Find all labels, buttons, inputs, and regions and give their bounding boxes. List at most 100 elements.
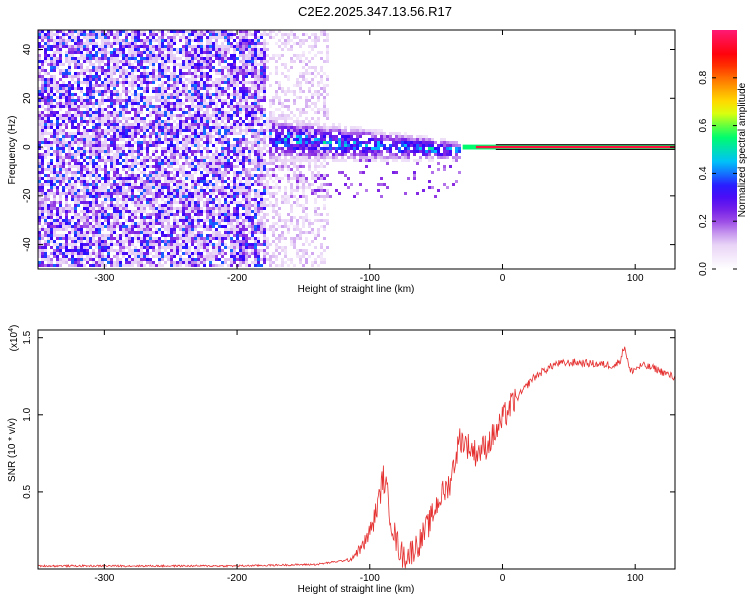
heatmap-cell bbox=[92, 126, 95, 129]
heatmap-cell bbox=[245, 54, 248, 57]
heatmap-cell bbox=[131, 192, 134, 195]
heatmap-cell bbox=[200, 150, 203, 153]
heatmap-cell bbox=[98, 231, 101, 234]
heatmap-cell bbox=[149, 246, 152, 249]
heatmap-cell bbox=[56, 90, 59, 93]
heatmap-cell bbox=[38, 165, 41, 168]
heatmap-cell bbox=[50, 99, 53, 102]
heatmap-cell bbox=[197, 33, 200, 36]
heatmap-cell bbox=[194, 189, 197, 192]
heatmap-cell bbox=[158, 63, 161, 66]
heatmap-cell bbox=[272, 174, 275, 177]
heatmap-cell bbox=[206, 258, 209, 261]
heatmap-cell bbox=[224, 162, 227, 165]
heatmap-cell bbox=[188, 192, 191, 195]
heatmap-cell bbox=[176, 126, 179, 129]
heatmap-cell bbox=[155, 168, 158, 171]
heatmap-cell bbox=[206, 213, 209, 216]
heatmap-cell bbox=[242, 162, 245, 165]
heatmap-cell bbox=[230, 36, 233, 39]
heatmap-cell bbox=[221, 69, 224, 72]
heatmap-cell bbox=[230, 165, 233, 168]
heatmap-cell bbox=[80, 183, 83, 186]
heatmap-cell bbox=[203, 81, 206, 84]
heatmap-cell bbox=[278, 54, 281, 57]
heatmap-cell bbox=[71, 264, 74, 267]
heatmap-cell bbox=[197, 234, 200, 237]
heatmap-cell bbox=[215, 174, 218, 177]
heatmap-cell bbox=[41, 81, 44, 84]
heatmap-cell bbox=[131, 261, 134, 264]
heatmap-cell bbox=[146, 84, 149, 87]
heatmap-cell bbox=[140, 243, 143, 246]
heatmap-cell bbox=[200, 93, 203, 96]
heatmap-cell bbox=[41, 201, 44, 204]
heatmap-cell bbox=[194, 114, 197, 117]
heatmap-cell bbox=[77, 132, 80, 135]
heatmap-cell bbox=[188, 189, 191, 192]
heatmap-cell bbox=[98, 117, 101, 120]
heatmap-cell bbox=[62, 105, 65, 108]
heatmap-cell bbox=[173, 102, 176, 105]
heatmap-cell bbox=[80, 96, 83, 99]
heatmap-cell bbox=[209, 51, 212, 54]
heatmap-cell bbox=[128, 168, 131, 171]
heatmap-cell bbox=[185, 156, 188, 159]
heatmap-cell bbox=[53, 51, 56, 54]
heatmap-cell bbox=[263, 222, 266, 225]
heatmap-cell bbox=[71, 219, 74, 222]
heatmap-cell bbox=[260, 96, 263, 99]
heatmap-cell bbox=[68, 219, 71, 222]
heatmap-cell bbox=[71, 57, 74, 60]
heatmap-cell bbox=[134, 231, 137, 234]
heatmap-cell bbox=[164, 135, 167, 138]
heatmap-cell bbox=[149, 261, 152, 264]
heatmap-cell bbox=[74, 75, 77, 78]
heatmap-cell bbox=[95, 186, 98, 189]
heatmap-cell bbox=[68, 264, 71, 267]
heatmap-cell bbox=[116, 222, 119, 225]
heatmap-cell bbox=[233, 84, 236, 87]
heatmap-cell bbox=[104, 183, 107, 186]
heatmap-cell bbox=[131, 186, 134, 189]
heatmap-cell bbox=[47, 177, 50, 180]
heatmap-cell bbox=[77, 231, 80, 234]
heatmap-cell bbox=[254, 252, 257, 255]
heatmap-cell bbox=[242, 36, 245, 39]
heatmap-cell bbox=[80, 147, 83, 150]
heatmap-cell bbox=[224, 66, 227, 69]
heatmap-cell bbox=[80, 174, 83, 177]
heatmap-cell bbox=[116, 99, 119, 102]
heatmap-cell bbox=[44, 249, 47, 252]
heatmap-cell bbox=[269, 159, 272, 162]
heatmap-cell bbox=[89, 108, 92, 111]
heatmap-cell bbox=[173, 153, 176, 156]
heatmap-cell bbox=[59, 144, 62, 147]
heatmap-cell bbox=[173, 228, 176, 231]
heatmap-cell bbox=[221, 174, 224, 177]
heatmap-cell bbox=[185, 42, 188, 45]
heatmap-cell bbox=[44, 150, 47, 153]
heatmap-cell bbox=[248, 114, 251, 117]
heatmap-cell bbox=[254, 102, 257, 105]
heatmap-cell bbox=[236, 201, 239, 204]
heatmap-cell bbox=[182, 147, 185, 150]
heatmap-cell bbox=[59, 72, 62, 75]
heatmap-cell bbox=[242, 75, 245, 78]
heatmap-cell bbox=[197, 141, 200, 144]
heatmap-cell bbox=[65, 246, 68, 249]
heatmap-cell bbox=[77, 159, 80, 162]
heatmap-cell bbox=[53, 186, 56, 189]
heatmap-cell bbox=[170, 78, 173, 81]
heatmap-cell bbox=[254, 150, 257, 153]
heatmap-cell bbox=[110, 72, 113, 75]
heatmap-cell bbox=[239, 225, 242, 228]
heatmap-cell bbox=[191, 186, 194, 189]
heatmap-cell bbox=[197, 144, 200, 147]
heatmap-cell bbox=[116, 243, 119, 246]
heatmap-cell bbox=[257, 153, 260, 156]
heatmap-cell bbox=[212, 54, 215, 57]
heatmap-cell bbox=[122, 243, 125, 246]
heatmap-cell bbox=[254, 174, 257, 177]
heatmap-cell bbox=[254, 30, 257, 33]
